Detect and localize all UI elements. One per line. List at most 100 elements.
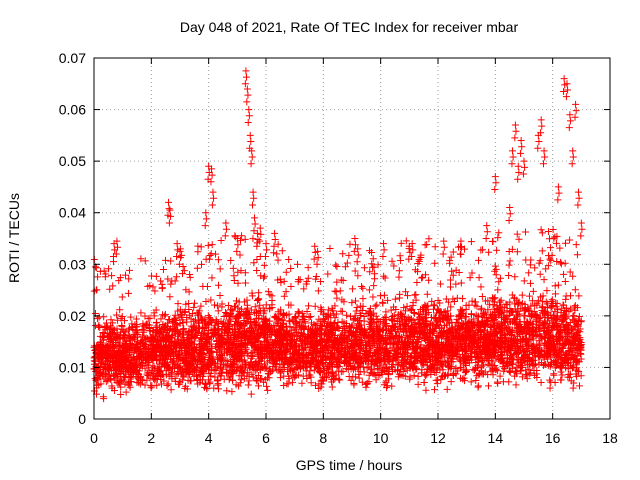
roti-point <box>213 302 221 310</box>
roti-point <box>518 336 526 344</box>
roti-point <box>376 292 384 300</box>
roti-point <box>225 316 233 324</box>
roti-point <box>448 318 456 326</box>
roti-point <box>333 294 341 302</box>
roti-point <box>326 336 334 344</box>
roti-point <box>244 381 252 389</box>
roti-point <box>492 339 500 347</box>
roti-point <box>210 301 218 309</box>
roti-point <box>526 369 534 377</box>
roti-point <box>315 384 323 392</box>
roti-point <box>278 316 286 324</box>
roti-point <box>570 303 578 311</box>
roti-point <box>229 329 237 337</box>
roti-point <box>381 360 389 368</box>
roti-point <box>234 279 242 287</box>
roti-point <box>436 299 444 307</box>
roti-point <box>502 300 510 308</box>
roti-point <box>359 295 367 303</box>
roti-point <box>303 307 311 315</box>
roti-point <box>352 307 360 315</box>
roti-point <box>122 388 130 396</box>
roti-point <box>443 321 451 329</box>
roti-point <box>428 297 436 305</box>
roti-point <box>270 313 278 321</box>
roti-point <box>538 297 546 305</box>
roti-point <box>447 303 455 311</box>
roti-point <box>520 277 528 285</box>
roti-point <box>152 319 160 327</box>
roti-point <box>140 326 148 334</box>
roti-point <box>540 276 548 284</box>
roti-point <box>465 301 473 309</box>
roti-point <box>475 369 483 377</box>
roti-point <box>491 294 499 302</box>
roti-point <box>567 305 575 313</box>
roti-point <box>194 319 202 327</box>
roti-point <box>475 371 483 379</box>
roti-point <box>328 383 336 391</box>
roti-point <box>325 313 333 321</box>
roti-point <box>384 296 392 304</box>
roti-point <box>502 324 510 332</box>
roti-point <box>169 365 177 373</box>
roti-point <box>440 372 448 380</box>
roti-point <box>179 326 187 334</box>
roti-point <box>472 298 480 306</box>
roti-point <box>228 388 236 396</box>
roti-point <box>202 297 210 305</box>
roti-point <box>136 380 144 388</box>
roti-point <box>352 297 360 305</box>
roti-point <box>121 372 129 380</box>
roti-point <box>462 313 470 321</box>
roti-point <box>495 278 503 286</box>
roti-point <box>396 290 404 298</box>
roti-point <box>554 340 562 348</box>
roti-point <box>575 313 583 321</box>
roti-point <box>478 358 486 366</box>
roti-point <box>427 319 435 327</box>
roti-point <box>207 296 215 304</box>
roti-point <box>134 374 142 382</box>
roti-point <box>467 378 475 386</box>
roti-point <box>143 320 151 328</box>
roti-point <box>577 372 585 380</box>
roti-point <box>113 374 121 382</box>
roti-point <box>361 357 369 365</box>
roti-point <box>153 381 161 389</box>
roti-point <box>432 376 440 384</box>
roti-point <box>570 312 578 320</box>
roti-point <box>554 281 562 289</box>
roti-point <box>561 278 569 286</box>
roti-point <box>441 372 449 380</box>
data-marks <box>90 67 586 403</box>
roti-point <box>137 309 145 317</box>
roti-point <box>178 331 186 339</box>
roti-point <box>484 382 492 390</box>
roti-point <box>571 286 579 294</box>
roti-point <box>370 370 378 378</box>
roti-point <box>266 291 274 299</box>
roti-point <box>410 372 418 380</box>
roti-point <box>338 318 346 326</box>
roti-point <box>477 306 485 314</box>
roti-point <box>429 305 437 313</box>
roti-point <box>504 323 512 331</box>
roti-point <box>368 324 376 332</box>
roti-point <box>197 302 205 310</box>
roti-point <box>494 286 502 294</box>
roti-point <box>380 291 388 299</box>
roti-point <box>269 367 277 375</box>
grid-lines <box>94 58 610 419</box>
roti-point <box>251 303 259 311</box>
roti-point <box>208 344 216 352</box>
roti-point <box>551 290 559 298</box>
roti-point <box>525 292 533 300</box>
roti-point <box>448 324 456 332</box>
roti-point <box>220 375 228 383</box>
roti-point <box>200 383 208 391</box>
roti-point <box>117 390 125 398</box>
roti-point <box>467 310 475 318</box>
roti-point <box>117 383 125 391</box>
roti-point <box>140 334 148 342</box>
